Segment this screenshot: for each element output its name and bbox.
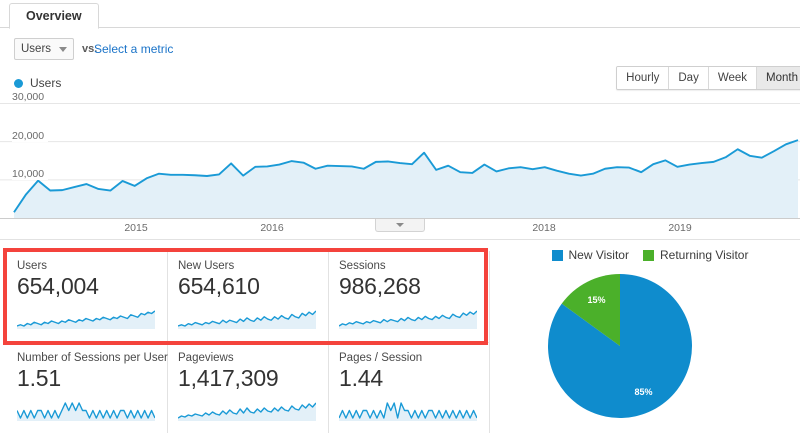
metric-card-value: 1,417,309 <box>178 365 279 391</box>
svg-text:85%: 85% <box>634 387 652 397</box>
chevron-down-icon <box>59 46 67 52</box>
metric-card-title: Pageviews <box>178 352 234 364</box>
metric-card-title: New Users <box>178 260 235 272</box>
select-a-metric-link[interactable]: Select a metric <box>94 42 174 56</box>
pie-legend-swatch-icon <box>642 249 654 261</box>
metric-card-pages-per-session[interactable]: Pages / Session 1.44 <box>329 343 490 433</box>
vs-label: vs. <box>82 43 98 55</box>
users-timeseries-svg <box>0 102 800 218</box>
legend-dot-icon <box>14 78 23 88</box>
metric-card-sparkline <box>339 310 477 329</box>
metric-card-pageviews[interactable]: Pageviews 1,417,309 <box>168 343 329 433</box>
pie-legend-item-new-visitor[interactable]: New Visitor <box>551 248 629 262</box>
granularity-week-button[interactable]: Week <box>708 67 758 89</box>
chart-legend: Users <box>14 76 61 90</box>
metric-card-title: Users <box>17 260 48 272</box>
metric-card-sparkline <box>17 310 155 329</box>
y-axis-label-30000: 30,000 <box>12 91 49 104</box>
pie-legend-swatch-icon <box>551 249 563 261</box>
metric-card-value: 1.51 <box>17 365 61 391</box>
granularity-hourly-button[interactable]: Hourly <box>617 67 670 89</box>
chart-collapse-handle[interactable] <box>375 219 425 232</box>
granularity-button-group: Hourly Day Week Month <box>616 66 800 90</box>
metric-card-sparkline <box>17 402 155 421</box>
y-axis-label-10000: 10,000 <box>12 167 49 180</box>
pie-legend: New Visitor Returning Visitor <box>500 248 800 262</box>
visitor-type-pie-chart[interactable]: 85% 15% <box>538 264 758 429</box>
metric-card-sparkline <box>178 310 316 329</box>
metric-card-title: Pages / Session <box>339 352 423 364</box>
x-axis: 2015 2016 2017 2018 2019 <box>0 218 800 240</box>
metric-cards-row-2: Number of Sessions per User 1.51 Pagevie… <box>7 342 490 433</box>
metric-card-value: 986,268 <box>339 273 421 299</box>
svg-text:15%: 15% <box>587 295 605 305</box>
metric-card-users[interactable]: Users 654,004 <box>7 251 168 342</box>
metric-controls-row: Users vs. Select a metric Hourly Day Wee… <box>0 28 800 90</box>
tab-overview-label: Overview <box>26 9 82 23</box>
metric-card-value: 1.44 <box>339 365 383 391</box>
tab-overview[interactable]: Overview <box>9 3 99 29</box>
metric-cards-grid: Users 654,004 New Users 654,610 Sessions… <box>7 251 490 433</box>
metric-card-sparkline <box>339 402 477 421</box>
pie-legend-label: New Visitor <box>568 248 629 262</box>
metric-card-sparkline <box>178 402 316 421</box>
metric-select-dropdown[interactable]: Users <box>14 38 74 60</box>
x-axis-tick-2018: 2018 <box>532 222 556 234</box>
axis-divider <box>0 239 800 240</box>
x-axis-tick-2019: 2019 <box>668 222 692 234</box>
metric-select-value: Users <box>21 43 52 55</box>
metric-card-value: 654,004 <box>17 273 99 299</box>
y-axis-label-20000: 20,000 <box>12 129 49 142</box>
chevron-down-icon <box>396 223 404 227</box>
metric-card-title: Number of Sessions per User <box>17 352 168 364</box>
x-axis-tick-2015: 2015 <box>124 222 148 234</box>
visitor-type-pie-panel: New Visitor Returning Visitor 85% 15% <box>500 243 800 433</box>
x-axis-tick-2016: 2016 <box>260 222 284 234</box>
metric-card-sessions-per-user[interactable]: Number of Sessions per User 1.51 <box>7 343 168 433</box>
metric-card-new-users[interactable]: New Users 654,610 <box>168 251 329 342</box>
granularity-day-button[interactable]: Day <box>669 67 709 89</box>
chart-legend-label: Users <box>30 76 62 90</box>
pie-legend-item-returning-visitor[interactable]: Returning Visitor <box>642 248 749 262</box>
pie-legend-label: Returning Visitor <box>659 248 749 262</box>
metric-card-title: Sessions <box>339 260 386 272</box>
users-timeseries-chart[interactable]: 30,000 20,000 10,000 <box>0 91 800 218</box>
granularity-month-button[interactable]: Month <box>757 67 800 89</box>
metric-card-value: 654,610 <box>178 273 260 299</box>
metric-card-sessions[interactable]: Sessions 986,268 <box>329 251 490 342</box>
tab-bar: Overview <box>0 0 800 29</box>
metric-cards-row-1: Users 654,004 New Users 654,610 Sessions… <box>7 251 490 342</box>
